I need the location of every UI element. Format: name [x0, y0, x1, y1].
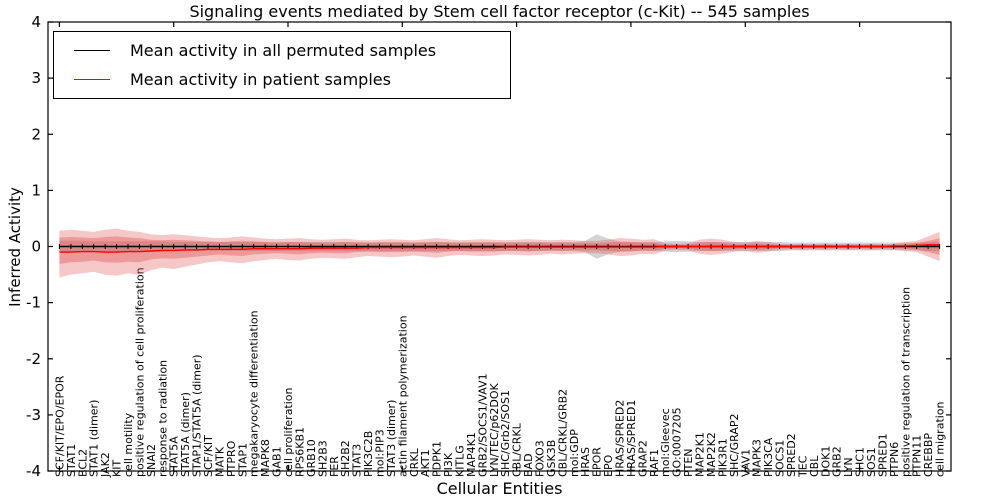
x-tick-label: actin filament polymerization — [396, 315, 409, 477]
x-tick-label: SH2B3 — [316, 440, 329, 477]
y-tick-label: 4 — [31, 13, 41, 31]
legend-label-patient: Mean activity in patient samples — [130, 69, 391, 89]
x-tick-label: SOCS1 — [774, 440, 787, 477]
x-tick-label: mol:Gleevec — [659, 408, 672, 477]
mean-activity-in-patient-samples-line — [59, 244, 940, 253]
x-tick-label: BCL2 — [76, 449, 89, 477]
x-tick-label: HRAS/SPRED2 — [614, 400, 627, 477]
x-tick-label: CBL/CRKL — [511, 422, 524, 477]
x-tick-label: FER — [328, 456, 341, 477]
legend-box: Mean activity in all permuted samples Me… — [53, 31, 511, 99]
x-tick-label: GSK3B — [545, 440, 558, 477]
x-tick-label: DOK1 — [819, 446, 832, 477]
x-tick-label: STAT5A (dimer) — [179, 392, 192, 477]
x-tick-label: SNAI2 — [145, 444, 158, 477]
x-axis-label: Cellular Entities — [436, 479, 563, 498]
x-tick-label: mol:GDP — [568, 429, 581, 477]
x-tick-label: MAP4K1 — [465, 432, 478, 477]
y-tick-label: -4 — [26, 462, 41, 480]
x-tick-label: EPOR — [591, 447, 604, 477]
x-tick-label: PIK3C2B — [362, 431, 375, 477]
x-tick-label: MAP2K1 — [694, 432, 707, 477]
x-tick-label: PTPN6 — [888, 442, 901, 477]
x-tick-label: TEC — [796, 455, 809, 478]
x-tick-label: STAP1/STAT5A (dimer) — [191, 354, 204, 477]
x-tick-label: SOS1 — [865, 447, 878, 477]
x-tick-label: PIK3CA — [762, 437, 775, 477]
x-tick-label: GRB2 — [831, 446, 844, 477]
x-tick-label: SHC1 — [854, 447, 867, 477]
x-tick-label: SPRED2 — [785, 433, 798, 477]
x-tick-label: cell motility — [122, 412, 135, 477]
x-tick-label: GRB10 — [305, 439, 318, 477]
x-tick-label: STAT3 — [351, 444, 364, 477]
x-tick-label: FOXO3 — [534, 440, 547, 477]
x-tick-label: HRAS — [579, 447, 592, 477]
x-tick-label: RAF1 — [648, 449, 661, 477]
x-tick-label: GAB1 — [271, 446, 284, 477]
x-tick-label: GO:0007205 — [671, 407, 684, 477]
y-tick-label: 3 — [31, 69, 41, 87]
x-tick-label: CRKL — [408, 447, 421, 477]
legend-entry-patient: Mean activity in patient samples — [74, 70, 510, 89]
y-tick-label: 2 — [31, 125, 41, 143]
y-tick-label: -3 — [26, 406, 41, 424]
y-tick-label: -2 — [26, 350, 41, 368]
x-tick-label: GRAP2 — [636, 440, 649, 477]
legend-line-black — [74, 50, 110, 52]
x-tick-label: SHC/Grb2/SOS1 — [499, 390, 512, 477]
x-tick-label: megakaryocyte differentiation — [248, 310, 261, 477]
patient-samples-inner-std-band — [59, 236, 940, 264]
x-tick-label: SCF/KIT/EPO/EPOR — [53, 375, 66, 477]
x-tick-label: positive regulation of transcription — [899, 287, 912, 477]
y-tick-label: -1 — [26, 294, 41, 312]
x-tick-label: MATK — [214, 446, 227, 477]
x-tick-label: STAT1 — [65, 444, 78, 477]
x-tick-label: SH2B2 — [339, 440, 352, 477]
x-tick-label: STAT1 (dimer) — [88, 400, 101, 477]
x-tick-label: STAP1 — [236, 443, 249, 477]
x-tick-label: PTEN — [682, 448, 695, 477]
x-tick-label: MAPK8 — [259, 439, 272, 477]
x-tick-label: cell proliferation — [282, 387, 295, 477]
x-tick-label: positive regulation of cell proliferatio… — [133, 267, 146, 477]
legend-entry-permuted: Mean activity in all permuted samples — [74, 41, 510, 60]
x-tick-label: RPS6KB1 — [294, 427, 307, 477]
x-tick-label: PTPRO — [225, 440, 238, 477]
x-tick-label: MAP2K2 — [705, 432, 718, 477]
x-tick-label: VAV1 — [739, 449, 752, 477]
y-tick-label: 0 — [31, 238, 41, 256]
x-tick-label: KIT — [111, 460, 124, 477]
x-tick-label: MAPK3 — [751, 439, 764, 477]
x-tick-label: KITLG — [454, 445, 467, 477]
x-tick-label: PDPK1 — [431, 441, 444, 477]
chart-title: Signaling events mediated by Stem cell f… — [189, 2, 810, 21]
x-tick-label: cell migration — [934, 401, 947, 477]
x-tick-label: CREBBP — [922, 433, 935, 477]
x-tick-label: STAT5A — [168, 436, 181, 477]
patient-samples-outer-std-band — [59, 228, 940, 278]
y-tick-label: 1 — [31, 181, 41, 199]
x-tick-label: SCF/KIT — [202, 435, 215, 477]
x-tick-label: SHC/GRAP2 — [728, 413, 741, 477]
x-tick-label: PTPN11 — [911, 435, 924, 477]
x-tick-label: GRB2/SOCS1/VAV1 — [476, 373, 489, 477]
legend-label-permuted: Mean activity in all permuted samples — [130, 41, 437, 61]
x-tick-label: CBL/CRKL/GRB2 — [556, 389, 569, 477]
x-tick-label: response to radiation — [156, 360, 169, 477]
x-tick-label: SPRED1 — [876, 433, 889, 477]
x-tick-label: PIK3R1 — [716, 438, 729, 477]
legend-line-red — [74, 78, 110, 80]
x-tick-label: STAT3 (dimer) — [385, 400, 398, 477]
x-tick-label: HRAS/SPRED1 — [625, 400, 638, 477]
x-tick-label: LYN/TEC/p62DOK — [488, 383, 501, 477]
x-tick-label: mol:PIP3 — [374, 429, 387, 477]
x-tick-label: AKT1 — [419, 449, 432, 477]
x-tick-label: LYN — [842, 457, 855, 477]
